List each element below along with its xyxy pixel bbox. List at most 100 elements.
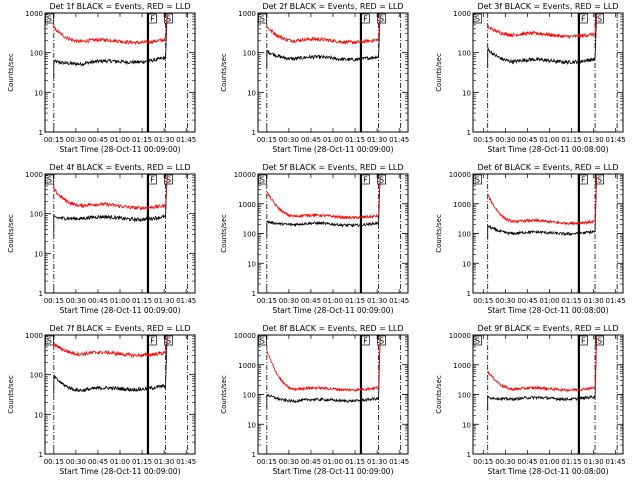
plot-frame [44,12,196,133]
saa-marker-box [361,174,370,185]
x-tick-label: 01:30 [367,297,387,305]
saa-marker-label: F [363,337,368,346]
x-tick-label: 00:30 [66,297,86,305]
x-tick-label: 01:45 [176,458,196,466]
detector-plot-7: Det 7f BLACK = Events, RED = LLD Counts/s… [7,324,196,476]
detector-plot-1: Det 1f BLACK = Events, RED = LLD Counts/s… [7,2,196,154]
x-tick-label: 01:00 [323,458,343,466]
x-tick-label: 00:15 [44,136,64,144]
x-axis-label: Start Time (28-Oct-11 00:09:00) [272,467,393,476]
saa-marker-box [377,335,386,346]
plot-frame [257,334,409,455]
saa-marker-label: S [260,15,265,24]
y-axis-label: Counts/sec [7,375,15,414]
x-tick-label: 00:15 [44,458,64,466]
y-tick-label: 1000 [238,10,256,18]
saa-marker-label: F [581,15,586,24]
detector-plot-5: Det 5f BLACK = Events, RED = LLD Counts/s… [220,163,409,315]
series-line-lld [487,336,597,392]
series-line-events [266,337,381,409]
series-line-lld [53,13,168,46]
y-tick-label: 100 [243,392,256,400]
plot-frame [44,173,196,294]
saa-marker-label: F [363,15,368,24]
x-tick-label: 01:00 [323,297,343,305]
plot-title: Det 7f BLACK = Events, RED = LLD [49,324,190,333]
x-tick-label: 01:00 [323,136,343,144]
x-tick-label: 01:15 [561,297,581,305]
x-tick-label: 00:30 [495,297,515,305]
series-line-events [53,336,168,395]
plot-title: Det 8f BLACK = Events, RED = LLD [262,324,403,333]
saa-marker-label: F [581,337,586,346]
x-tick-label: 00:45 [88,458,108,466]
y-tick-label: 100 [30,50,43,58]
series-line-lld [266,175,381,221]
series-line-events [53,175,168,236]
saa-marker-box [579,174,588,185]
saa-marker-label: S [47,176,52,185]
x-tick-label: 00:45 [517,297,537,305]
x-tick-label: 00:45 [301,297,321,305]
series-line-lld [53,335,168,359]
series-line-events [487,176,597,240]
plot-title: Det 9f BLACK = Events, RED = LLD [477,324,618,333]
saa-marker-label: F [363,176,368,185]
x-tick-label: 00:15 [473,458,493,466]
x-tick-label: 01:45 [606,136,626,144]
series-line-lld [487,13,597,39]
x-tick-label: 01:00 [110,136,130,144]
x-tick-label: 00:30 [279,297,299,305]
detector-plot-2: Det 2f BLACK = Events, RED = LLD Counts/s… [220,2,409,154]
y-tick-label: 100 [458,50,471,58]
y-tick-label: 1000 [453,10,471,18]
x-tick-label: 01:45 [389,297,409,305]
x-axis-label: Start Time (28-Oct-11 00:09:00) [272,145,393,154]
x-axis-label: Start Time (28-Oct-11 00:09:00) [272,306,393,315]
detector-plot-8: Det 8f BLACK = Events, RED = LLD Counts/s… [220,324,409,476]
x-tick-label: 01:30 [583,458,603,466]
saa-marker-box [579,13,588,24]
x-tick-label: 00:45 [88,297,108,305]
x-axis-label: Start Time (28-Oct-11 00:09:00) [59,467,180,476]
saa-marker-label: S [166,337,171,346]
series-line-lld [487,175,597,227]
y-tick-label: 1000 [453,362,471,370]
x-tick-label: 01:45 [176,297,196,305]
detector-plot-6: Det 6f BLACK = Events, RED = LLD Counts/s… [435,163,626,315]
series-line-events [53,14,168,80]
plot-frame [44,334,196,455]
saa-marker-box [164,13,173,24]
x-tick-label: 00:15 [257,136,277,144]
y-tick-label: 1 [39,290,43,298]
y-tick-label: 100 [458,392,471,400]
plot-title: Det 2f BLACK = Events, RED = LLD [262,2,403,11]
y-tick-label: 10 [462,421,471,429]
x-tick-label: 00:15 [257,458,277,466]
x-tick-label: 00:30 [495,136,515,144]
plot-title: Det 1f BLACK = Events, RED = LLD [49,2,190,11]
y-tick-label: 1000 [25,171,43,179]
x-tick-label: 00:30 [66,458,86,466]
y-axis-label: Counts/sec [7,53,15,92]
x-tick-label: 00:30 [66,136,86,144]
y-tick-label: 1 [467,451,471,459]
plot-title: Det 5f BLACK = Events, RED = LLD [262,163,403,172]
y-axis-label: Counts/sec [435,214,443,253]
x-tick-label: 01:00 [539,297,559,305]
x-tick-label: 00:15 [473,297,493,305]
series-line-lld [53,174,168,210]
x-tick-label: 00:30 [279,136,299,144]
saa-marker-label: S [260,337,265,346]
y-axis-label: Counts/sec [7,214,15,253]
x-tick-label: 00:45 [517,458,537,466]
saa-marker-label: S [379,15,384,24]
y-tick-label: 10 [34,250,43,258]
saa-marker-label: S [47,337,52,346]
y-tick-label: 10 [247,89,256,97]
x-tick-label: 00:45 [517,136,537,144]
y-tick-label: 100 [243,50,256,58]
y-axis-label: Counts/sec [435,375,443,414]
x-axis-label: Start Time (28-Oct-11 00:09:00) [59,145,180,154]
y-tick-label: 1 [39,129,43,137]
